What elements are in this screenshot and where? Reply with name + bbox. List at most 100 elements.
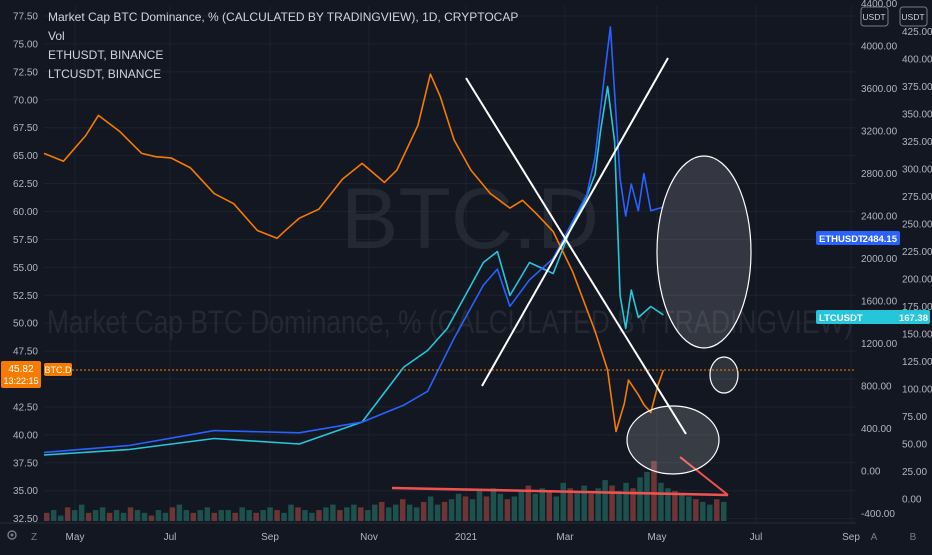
eth-badge-label: ETHUSDT: [819, 234, 864, 245]
ltc-badge-label: LTCUSDT: [819, 313, 863, 324]
volume-bar: [406, 504, 413, 521]
y-left-tick-label: 50.00: [13, 319, 38, 330]
y-eth-tick-label: -400.00: [861, 509, 895, 520]
y-left-tick-label: 32.50: [13, 514, 38, 525]
y-ltc-tick-label: 300.00: [902, 165, 932, 176]
ltc-axis[interactable]: 425.00 400.00 375.00 350.00 325.00 300.00 275.…: [902, 27, 932, 506]
x-tick-label: May: [648, 532, 667, 543]
volume-bar: [469, 499, 476, 521]
volume-bar: [204, 507, 211, 521]
x-tick-label: 2021: [455, 532, 478, 543]
volume-bar: [441, 501, 448, 521]
ltc-price-badge: LTCUSDT 167.38: [816, 310, 930, 324]
y-eth-tick-label: 4400.00: [861, 0, 898, 10]
volume-bar: [78, 504, 85, 521]
x-tick-label: Sep: [842, 532, 860, 543]
y-ltc-tick-label: 225.00: [902, 247, 932, 258]
volume-bar: [693, 499, 699, 521]
volume-bar: [532, 493, 539, 521]
volume-bar: [392, 504, 399, 521]
y-ltc-tick-label: 400.00: [902, 55, 932, 66]
volume-bar: [504, 499, 511, 521]
currency-badge-1[interactable]: USDT: [860, 6, 889, 27]
volume-bar: [274, 510, 280, 521]
x-tick-label: Jul: [164, 532, 177, 543]
volume-bar: [113, 510, 120, 521]
y-ltc-tick-label: 275.00: [902, 192, 932, 203]
volume-bar: [602, 480, 608, 521]
y-left-tick-label: 77.50: [13, 12, 38, 23]
volume-bar: [316, 510, 322, 521]
volume-bar: [148, 515, 155, 521]
volume-bar: [455, 493, 462, 521]
x-tick-label: Nov: [360, 532, 378, 543]
y-left-tick-label: 57.50: [13, 235, 38, 246]
btc-price-value: 45.82: [8, 364, 33, 375]
currency-badge-2[interactable]: USDT: [899, 6, 928, 27]
volume-bar: [211, 512, 217, 521]
ltc-badge-value: 167.38: [899, 313, 928, 324]
y-eth-tick-label: 400.00: [861, 424, 892, 435]
volume-bar: [658, 482, 664, 521]
x-tick-label: Mar: [556, 532, 574, 543]
annotation-line-up: [481, 57, 669, 387]
volume-bar: [358, 507, 364, 521]
y-ltc-tick-label: 100.00: [902, 385, 932, 396]
x-tick-label: Jul: [750, 532, 763, 543]
volume-bar: [616, 491, 622, 521]
volume-bar: [644, 471, 650, 521]
volume-bar: [190, 512, 197, 521]
y-ltc-tick-label: 175.00: [902, 302, 932, 313]
corner-z-label[interactable]: Z: [31, 532, 37, 543]
volume-bar: [483, 496, 490, 521]
volume-bar: [337, 510, 343, 521]
y-ltc-tick-label: 350.00: [902, 110, 932, 121]
volume-bar: [651, 461, 657, 521]
volume-bar: [253, 512, 259, 521]
y-left-tick-label: 62.50: [13, 179, 38, 190]
volume-bar: [85, 512, 92, 521]
y-ltc-tick-label: 375.00: [902, 82, 932, 93]
y-left-tick-label: 75.00: [13, 39, 38, 50]
eth-axis[interactable]: 4400.00 4000.00 3600.00 3200.00 2800.00 2400.…: [861, 0, 898, 520]
volume-bar: [295, 507, 301, 521]
legend-eth[interactable]: ETHUSDT, BINANCE: [48, 48, 164, 62]
legend-ltc[interactable]: LTCUSDT, BINANCE: [48, 67, 162, 81]
legend-main-title[interactable]: Market Cap BTC Dominance, % (CALCULATED …: [48, 10, 519, 24]
volume-bar: [686, 496, 692, 521]
volume-bar: [379, 501, 385, 521]
volume-bar: [448, 499, 455, 521]
grid: [44, 6, 856, 522]
volume-trendline: [391, 486, 729, 497]
gear-icon[interactable]: [7, 530, 17, 540]
volume-bar: [183, 510, 190, 521]
volume-bar: [260, 510, 266, 521]
currency-badge-1-text: USDT: [862, 12, 885, 22]
volume-bar: [714, 499, 720, 521]
annotations: [465, 57, 752, 475]
volume-bar: [99, 507, 106, 521]
corner-a-label[interactable]: A: [871, 532, 878, 543]
btc-symbol-label: BTC.D: [45, 365, 73, 375]
corner-b-label[interactable]: B: [910, 532, 917, 543]
y-eth-tick-label: 2800.00: [861, 169, 898, 180]
volume-bar: [546, 491, 553, 521]
volume-bar: [344, 507, 350, 521]
btc-price-badge: 45.82 13:22:15: [1, 361, 41, 388]
currency-badge-2-text: USDT: [901, 12, 924, 22]
volume-trendline-arm: [679, 456, 729, 496]
legend-vol[interactable]: Vol: [48, 29, 65, 43]
y-left-tick-label: 52.50: [13, 291, 38, 302]
volume-bar: [707, 504, 713, 521]
volume-bar: [141, 512, 148, 521]
volume-bar: [511, 496, 518, 521]
y-left-tick-label: 37.50: [13, 458, 38, 469]
volume-bar: [553, 496, 559, 521]
volume-bar: [630, 488, 636, 521]
x-axis[interactable]: May Jul Sep Nov 2021 Mar May Jul Sep: [0, 522, 860, 543]
y-left-tick-label: 42.50: [13, 402, 38, 413]
eth-price-badge: ETHUSDT 2484.15: [816, 231, 900, 245]
volume-bar: [155, 510, 162, 521]
y-eth-tick-label: 3600.00: [861, 84, 898, 95]
